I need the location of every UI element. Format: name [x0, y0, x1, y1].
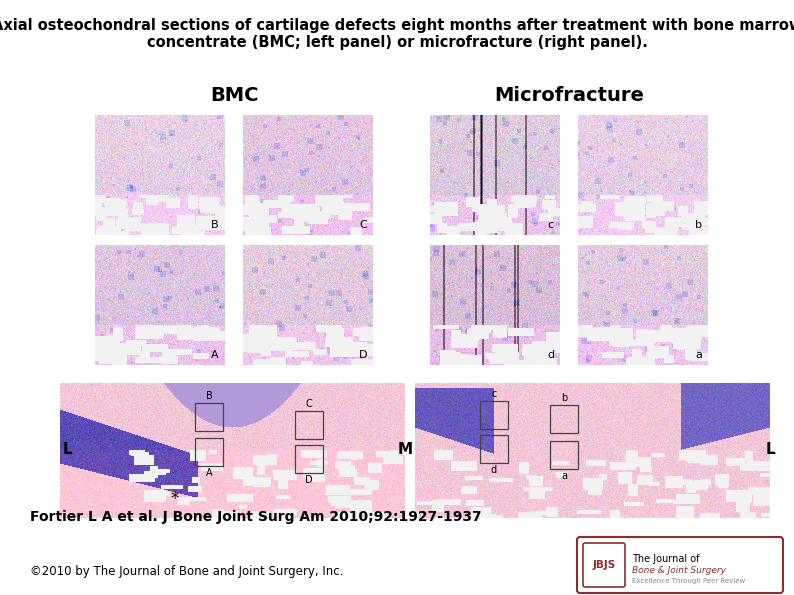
Text: a: a [695, 350, 702, 360]
Text: *: * [171, 490, 179, 508]
Text: Excellence Through Peer Review: Excellence Through Peer Review [632, 578, 746, 584]
Text: A: A [211, 350, 219, 360]
Bar [550, 405, 578, 433]
Text: Microfracture: Microfracture [494, 86, 644, 105]
Text: BMC: BMC [210, 86, 258, 105]
Text: b: b [561, 393, 567, 403]
Text: a: a [561, 471, 567, 481]
FancyBboxPatch shape [577, 537, 783, 593]
Bar [480, 435, 508, 463]
Text: A: A [206, 468, 212, 478]
Text: Fortier L A et al. J Bone Joint Surg Am 2010;92:1927-1937: Fortier L A et al. J Bone Joint Surg Am … [30, 510, 482, 524]
Text: concentrate (BMC; left panel) or microfracture (right panel).: concentrate (BMC; left panel) or microfr… [147, 35, 647, 50]
Text: B: B [206, 391, 212, 401]
Bar [295, 411, 323, 439]
Text: B: B [211, 220, 219, 230]
Text: L: L [63, 443, 72, 458]
Text: d: d [547, 350, 554, 360]
Text: Bone & Joint Surgery: Bone & Joint Surgery [632, 566, 726, 575]
Bar [195, 438, 223, 466]
Bar [480, 401, 508, 429]
Text: M: M [398, 443, 413, 458]
Text: The Journal of: The Journal of [632, 554, 700, 564]
Bar [295, 445, 323, 473]
Text: ©2010 by The Journal of Bone and Joint Surgery, Inc.: ©2010 by The Journal of Bone and Joint S… [30, 565, 343, 578]
Text: C: C [306, 399, 312, 409]
Text: c: c [548, 220, 554, 230]
Text: JBJS: JBJS [592, 560, 615, 570]
Text: C: C [359, 220, 367, 230]
Text: d: d [491, 465, 497, 475]
Text: D: D [305, 475, 313, 485]
Text: Axial osteochondral sections of cartilage defects eight months after treatment w: Axial osteochondral sections of cartilag… [0, 18, 794, 33]
FancyBboxPatch shape [583, 543, 625, 587]
Text: b: b [695, 220, 702, 230]
Text: c: c [491, 389, 497, 399]
Text: D: D [359, 350, 367, 360]
Bar [550, 441, 578, 469]
Text: L: L [765, 443, 775, 458]
Bar [195, 403, 223, 431]
